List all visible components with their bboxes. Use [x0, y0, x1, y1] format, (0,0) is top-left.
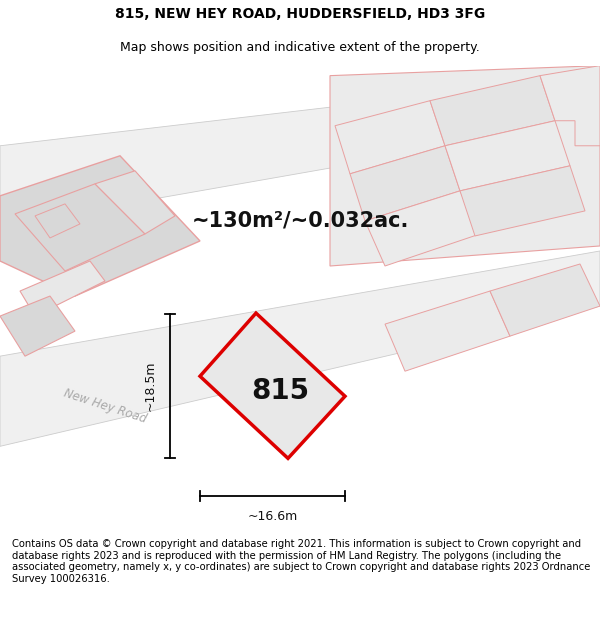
Text: ~130m²/~0.032ac.: ~130m²/~0.032ac. — [191, 211, 409, 231]
Polygon shape — [365, 191, 480, 266]
Polygon shape — [35, 204, 80, 238]
Polygon shape — [490, 264, 600, 336]
Polygon shape — [330, 66, 600, 266]
Polygon shape — [95, 171, 175, 234]
Polygon shape — [385, 291, 510, 371]
Polygon shape — [0, 76, 600, 226]
Text: New Hey Road: New Hey Road — [62, 387, 148, 426]
Text: 815: 815 — [251, 378, 309, 405]
Text: Contains OS data © Crown copyright and database right 2021. This information is : Contains OS data © Crown copyright and d… — [12, 539, 590, 584]
Polygon shape — [200, 313, 345, 458]
Polygon shape — [460, 166, 585, 236]
Text: ~16.6m: ~16.6m — [247, 510, 298, 523]
Polygon shape — [350, 146, 460, 221]
Text: 815, NEW HEY ROAD, HUDDERSFIELD, HD3 3FG: 815, NEW HEY ROAD, HUDDERSFIELD, HD3 3FG — [115, 8, 485, 21]
Text: Map shows position and indicative extent of the property.: Map shows position and indicative extent… — [120, 41, 480, 54]
Polygon shape — [540, 66, 600, 146]
Polygon shape — [15, 184, 145, 271]
Polygon shape — [0, 156, 200, 296]
Text: ~18.5m: ~18.5m — [143, 361, 157, 411]
Polygon shape — [430, 76, 555, 146]
Polygon shape — [335, 101, 445, 174]
Polygon shape — [0, 251, 600, 446]
Polygon shape — [445, 121, 570, 191]
Polygon shape — [0, 296, 75, 356]
Polygon shape — [20, 261, 105, 316]
